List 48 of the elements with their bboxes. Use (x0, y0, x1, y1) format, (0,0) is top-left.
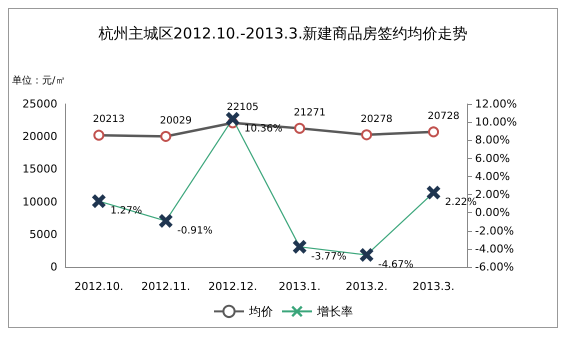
chart-title: 杭州主城区2012.10.-2013.3.新建商品房签约均价走势 (97, 24, 468, 42)
data-label: 22105 (226, 102, 259, 113)
x-tick-label: 2012.12. (208, 280, 258, 293)
y2-tick-label: -4.00% (475, 242, 514, 256)
y-tick-label: 10000 (22, 195, 58, 208)
y-tick-label: 25000 (22, 98, 58, 110)
y-tick-label: 20000 (22, 130, 58, 144)
x-tick-label: 2012.11. (141, 280, 190, 293)
data-label: -3.77% (311, 251, 347, 262)
x-tick-label: 2013.2. (346, 280, 388, 293)
data-label: -0.91% (177, 225, 213, 236)
data-label: 10.36% (244, 123, 282, 134)
point (294, 122, 306, 134)
data-label: 21271 (294, 107, 326, 118)
y2-tick-label: -6.00% (475, 260, 514, 274)
data-label: 20728 (428, 110, 460, 122)
point (160, 130, 172, 142)
y2-tick-label: 8.00% (475, 134, 510, 147)
point (92, 194, 106, 208)
y2-tick-label: 12.00% (475, 98, 517, 110)
legend-label: 均价 (248, 304, 273, 318)
x-tick-label: 2012.10. (74, 280, 124, 293)
point (360, 248, 374, 262)
y2-tick-label: 10.00% (475, 116, 517, 129)
data-label: 20213 (92, 114, 125, 126)
point (226, 112, 240, 126)
y-tick-label: 0 (50, 260, 58, 274)
data-label: -4.67% (378, 259, 414, 270)
point (293, 240, 306, 254)
y-axis-title: 单位：元/㎡ (12, 74, 66, 86)
x-tick-label: 2013.1. (278, 280, 321, 293)
y2-tick-label: 4.00% (475, 170, 510, 183)
y2-tick-label: -2.00% (475, 224, 514, 238)
point (93, 130, 104, 141)
y2-tick-label: 2.00% (475, 188, 510, 202)
point (361, 129, 372, 140)
legend-label: 增长率 (316, 304, 353, 318)
data-label: 2.22% (445, 197, 477, 208)
point (428, 126, 440, 138)
point (427, 186, 440, 200)
data-label: 20278 (360, 114, 392, 125)
point (159, 214, 172, 228)
y-tick-label: 15000 (22, 162, 58, 176)
x-tick-label: 2013.3. (412, 280, 455, 293)
y2-tick-label: 0.00% (475, 206, 510, 220)
y2-tick-label: 6.00% (475, 152, 510, 165)
y-tick-label: 5000 (29, 228, 58, 241)
data-label: 20029 (160, 115, 192, 126)
